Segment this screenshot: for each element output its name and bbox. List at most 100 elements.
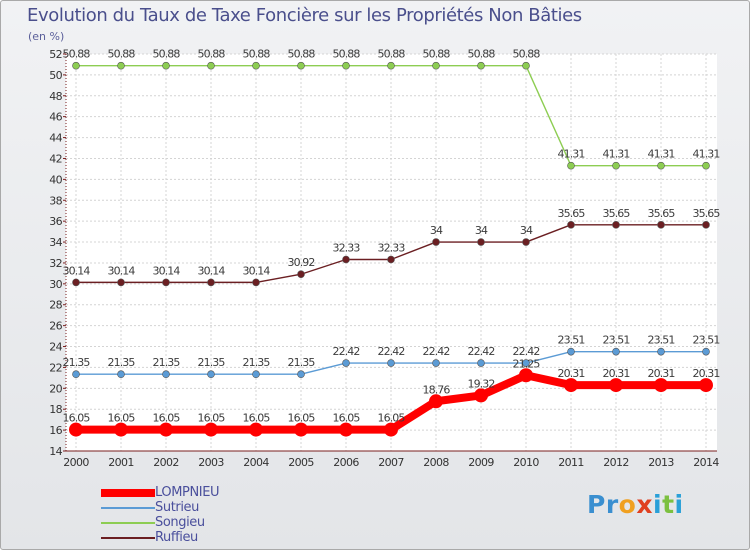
data-point <box>699 378 713 393</box>
data-label: 50.88 <box>333 48 361 61</box>
data-label: 21.35 <box>63 356 91 369</box>
data-point <box>297 61 305 70</box>
data-label: 20.31 <box>648 367 675 380</box>
legend-item: Songieu <box>101 515 219 530</box>
data-point <box>702 161 710 170</box>
data-point <box>477 238 485 246</box>
legend-item: LOMPNIEU <box>101 485 220 500</box>
x-tick-label: 2009 <box>468 456 494 469</box>
data-label: 21.35 <box>288 356 316 369</box>
x-tick-label: 2013 <box>648 456 674 469</box>
legend-swatch <box>101 506 155 509</box>
x-tick-label: 2011 <box>558 456 584 469</box>
series-songieu: 50.88 50.88 50.88 50.88 50.88 50.88 50.88 50.88… <box>63 48 720 170</box>
data-label: 41.31 <box>558 148 585 161</box>
data-point <box>657 161 665 170</box>
data-point <box>564 378 578 393</box>
y-tick-label: 14 <box>49 445 62 458</box>
data-label: 16.05 <box>243 412 271 425</box>
data-label: 41.31 <box>693 148 720 161</box>
data-point <box>657 347 665 356</box>
x-tick-label: 2000 <box>63 456 89 469</box>
data-point <box>252 278 260 287</box>
y-tick-label: 34 <box>49 236 62 249</box>
chart-title: Evolution du Taux de Taxe Foncière sur l… <box>27 5 582 26</box>
data-label: 22.42 <box>333 345 360 358</box>
data-point <box>162 370 170 379</box>
data-label: 21.35 <box>108 356 136 369</box>
data-label: 50.88 <box>513 48 541 61</box>
legend-swatch <box>101 536 155 539</box>
data-label: 50.88 <box>243 48 271 61</box>
y-tick-label: 40 <box>49 173 62 186</box>
series-lompnieu: 16.05 16.05 16.05 16.05 16.05 16.05 16.05 16.05… <box>63 357 720 437</box>
data-label: 35.65 <box>603 207 631 220</box>
data-point <box>612 161 620 170</box>
data-label: 32.33 <box>378 241 406 254</box>
data-point <box>612 347 620 356</box>
data-label: 16.05 <box>108 412 136 425</box>
data-label: 30.92 <box>288 256 315 269</box>
data-label: 50.88 <box>63 48 91 61</box>
y-tick-label: 42 <box>49 152 62 165</box>
x-tick-label: 2004 <box>243 456 269 469</box>
data-label: 16.05 <box>198 412 226 425</box>
x-tick-label: 2006 <box>333 456 359 469</box>
data-label: 16.05 <box>153 412 181 425</box>
brand-logo: Proxiti <box>587 490 684 519</box>
data-label: 19.32 <box>468 377 495 390</box>
series-ruffieu: 30.14 30.14 30.14 30.14 30.14 30.92 32.33 32.33… <box>63 207 721 287</box>
data-point <box>522 359 530 367</box>
data-label: 35.65 <box>648 207 676 220</box>
data-point <box>117 370 125 379</box>
legend-swatch <box>101 521 155 524</box>
data-point <box>387 255 395 264</box>
chart-legend: LOMPNIEU Sutrieu Songieu Ruffieu <box>101 485 220 545</box>
x-tick-label: 2005 <box>288 456 314 469</box>
y-tick-label: 16 <box>49 424 62 437</box>
legend-label: Sutrieu <box>155 500 199 515</box>
data-label: 50.88 <box>108 48 136 61</box>
data-label: 50.88 <box>198 48 226 61</box>
data-point <box>72 61 80 70</box>
y-tick-label: 28 <box>49 299 62 312</box>
data-point <box>519 368 533 383</box>
data-label: 23.51 <box>693 334 720 347</box>
data-point <box>657 221 665 229</box>
data-point <box>522 238 530 246</box>
data-label: 41.31 <box>648 148 675 161</box>
legend-item: Sutrieu <box>101 500 219 515</box>
x-tick-label: 2007 <box>378 456 404 469</box>
data-label: 22.42 <box>378 345 405 358</box>
data-point <box>567 347 575 356</box>
data-point <box>342 61 350 70</box>
data-point <box>72 278 80 287</box>
y-tick-label: 52 <box>49 48 62 61</box>
y-tick-label: 48 <box>49 90 62 103</box>
data-label: 30.14 <box>63 264 91 277</box>
data-label: 34 <box>430 224 443 237</box>
data-point <box>117 61 125 70</box>
data-point <box>207 370 215 379</box>
data-point <box>432 238 440 246</box>
data-label: 35.65 <box>558 207 586 220</box>
legend-label: Ruffieu <box>155 530 198 545</box>
data-point <box>567 221 575 229</box>
data-point <box>249 422 263 437</box>
data-label: 20.31 <box>603 367 630 380</box>
data-point <box>252 61 260 70</box>
data-label: 50.88 <box>468 48 496 61</box>
data-label: 32.33 <box>333 241 361 254</box>
x-tick-label: 2002 <box>153 456 179 469</box>
data-label: 22.42 <box>513 345 540 358</box>
data-point <box>297 270 305 279</box>
y-tick-label: 24 <box>49 341 62 354</box>
x-tick-label: 2014 <box>693 456 719 469</box>
y-tick-label: 20 <box>49 382 62 395</box>
x-tick-label: 2008 <box>423 456 449 469</box>
data-point <box>612 221 620 229</box>
data-label: 22.42 <box>423 345 450 358</box>
y-tick-label: 44 <box>49 132 62 145</box>
data-point <box>429 394 443 409</box>
